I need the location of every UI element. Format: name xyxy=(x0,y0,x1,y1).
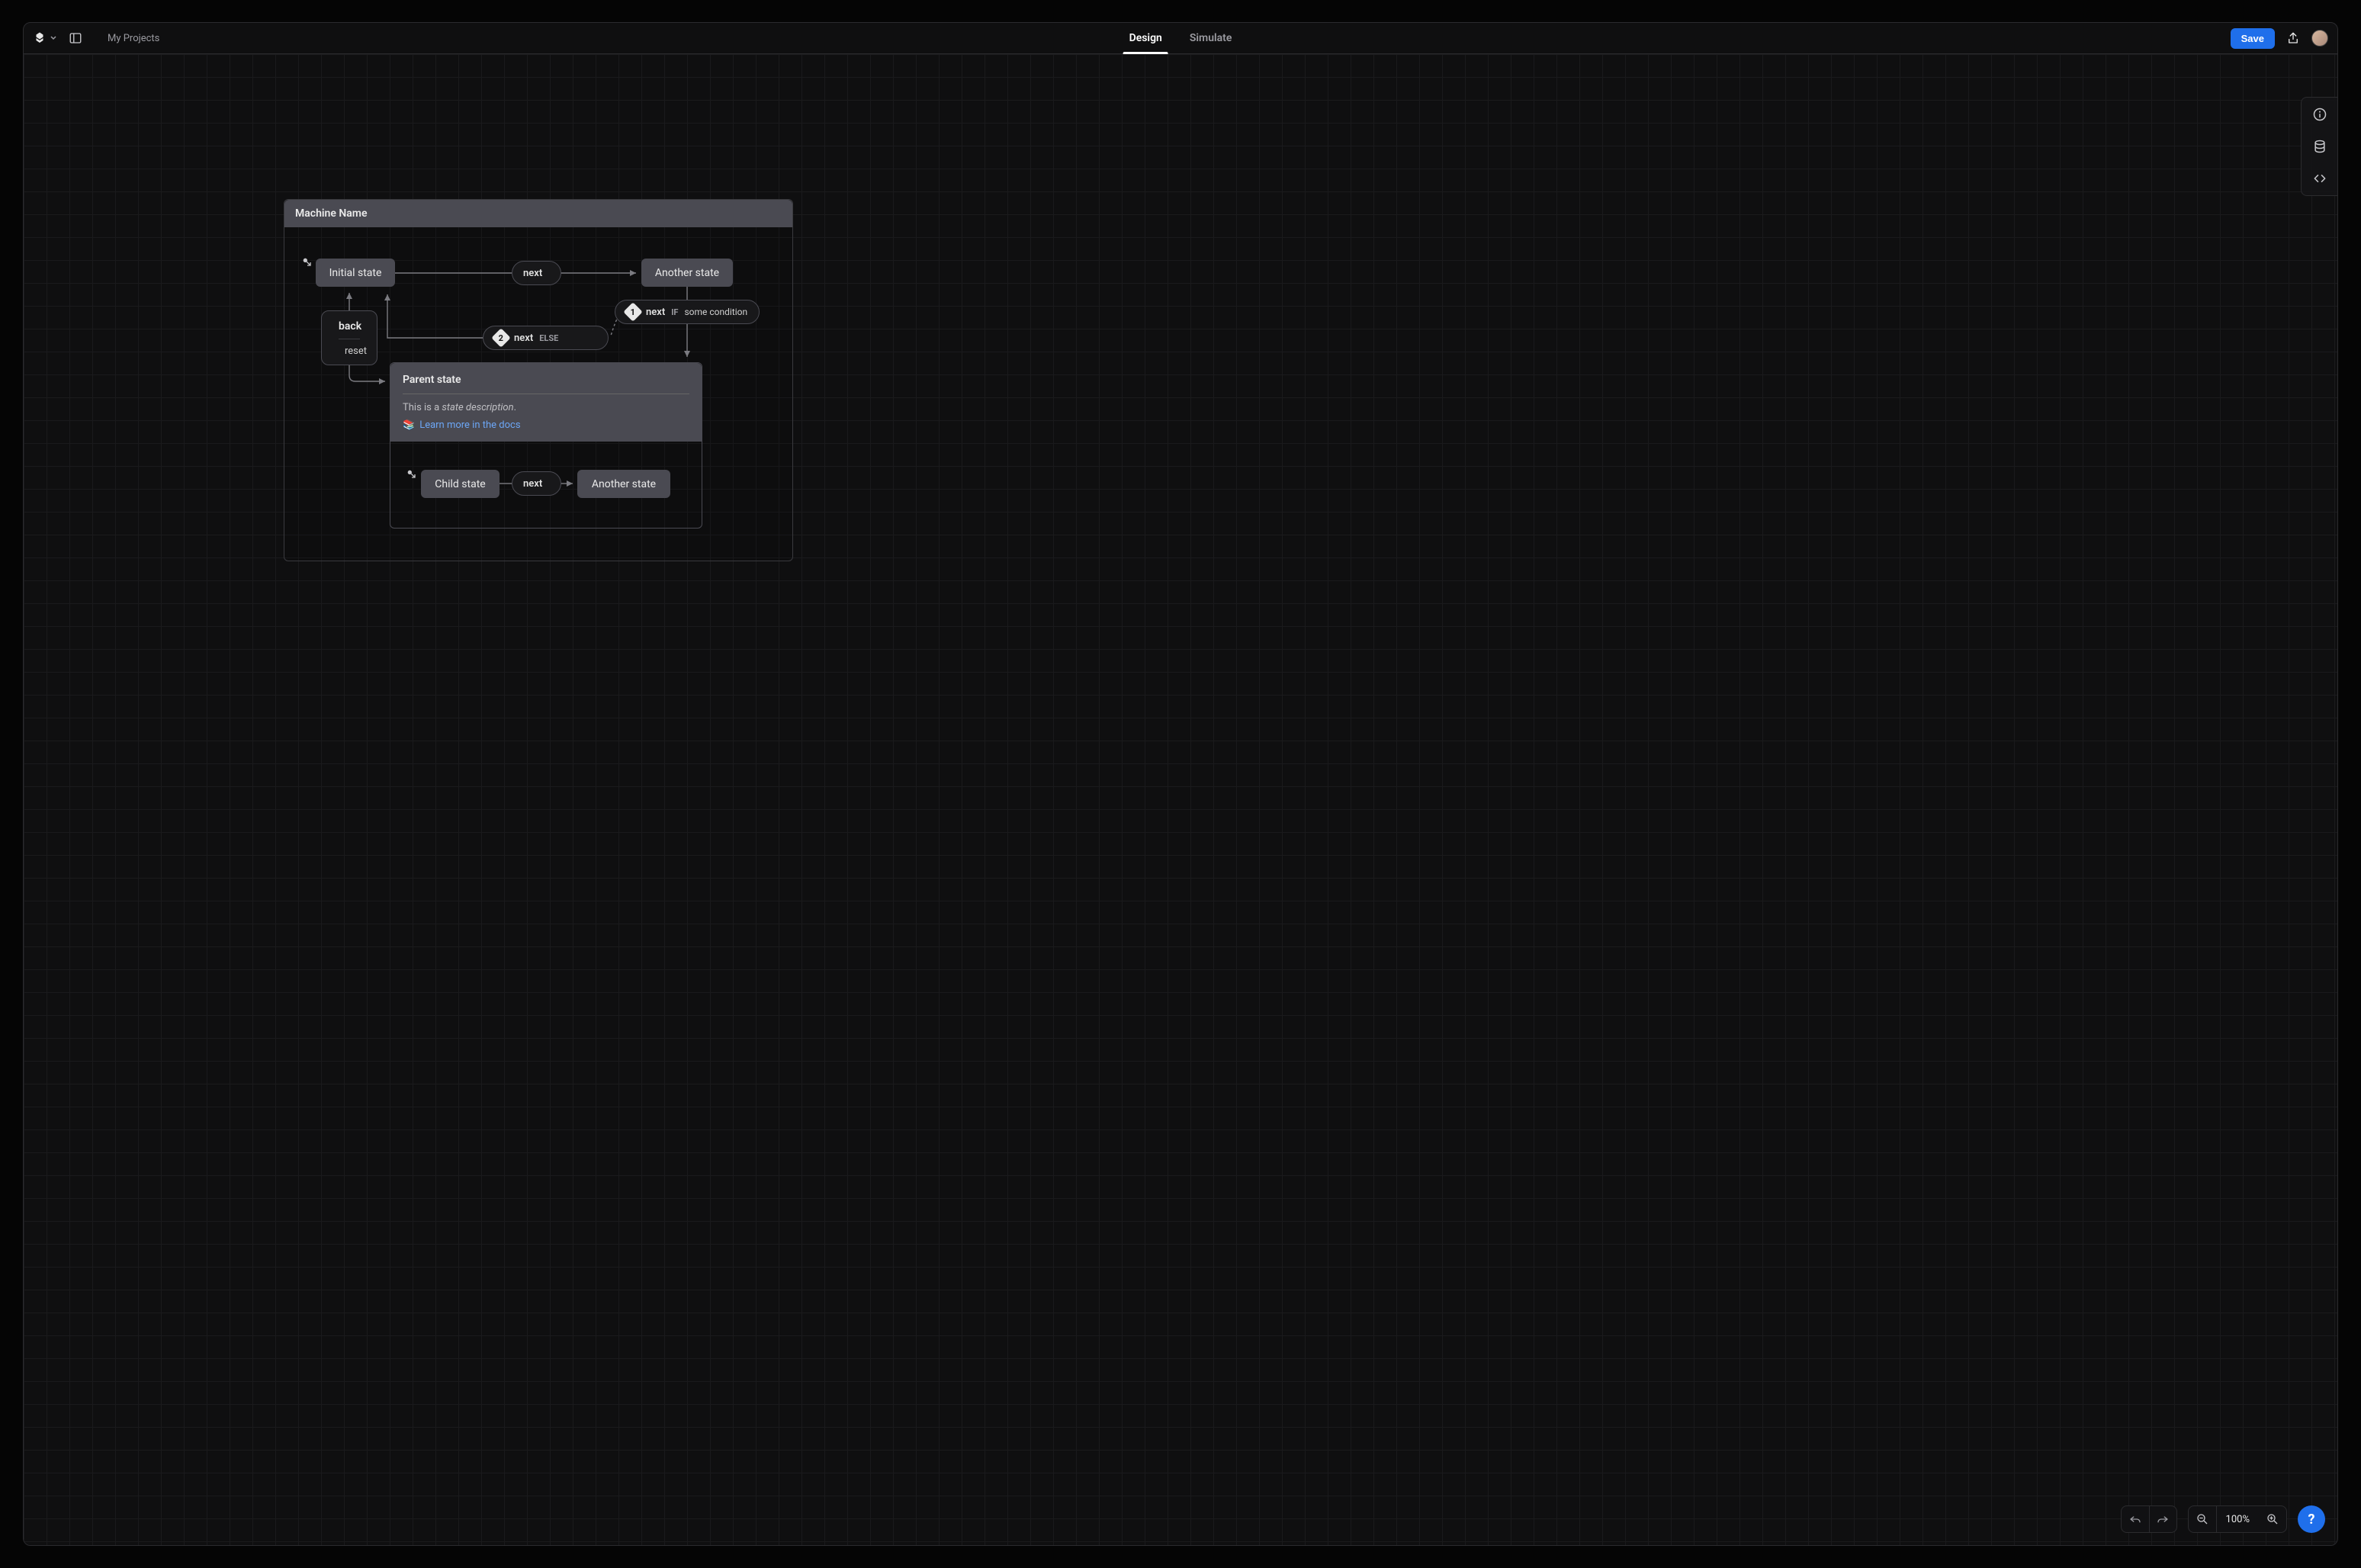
avatar[interactable] xyxy=(2311,30,2328,47)
info-icon xyxy=(2312,107,2327,122)
transition-label: next xyxy=(514,333,533,344)
save-button[interactable]: Save xyxy=(2231,28,2275,49)
state-node[interactable]: Child state xyxy=(421,470,500,498)
zoom-controls: 100% xyxy=(2188,1505,2287,1533)
question-icon: ? xyxy=(2308,1512,2315,1528)
code-icon xyxy=(2312,171,2327,186)
app-window: My Projects Design Simulate Save Machine… xyxy=(23,22,2338,1546)
parent-state-node[interactable]: Parent state This is a state description.… xyxy=(390,362,702,529)
transition-label: next xyxy=(523,268,542,279)
redo-icon xyxy=(2156,1512,2170,1526)
event-action: reset xyxy=(339,345,360,357)
database-icon xyxy=(2312,139,2327,154)
tab-simulate[interactable]: Simulate xyxy=(1176,23,1246,53)
tab-bar: Design Simulate xyxy=(1116,23,1246,53)
share-button[interactable] xyxy=(2282,27,2304,49)
chevron-down-icon xyxy=(50,34,57,42)
parent-state-title: Parent state xyxy=(403,374,689,394)
tool-rail xyxy=(2301,97,2337,196)
upload-icon xyxy=(2286,31,2300,45)
redo-button[interactable] xyxy=(2149,1506,2176,1532)
event-title: back xyxy=(339,320,360,339)
docs-link[interactable]: 📚Learn more in the docs xyxy=(403,419,521,431)
state-node[interactable]: Another state xyxy=(577,470,670,498)
transition-pill[interactable]: next xyxy=(512,261,561,285)
condition-keyword: ELSE xyxy=(539,333,558,343)
header: My Projects Design Simulate Save xyxy=(24,23,2337,54)
zoom-out-icon xyxy=(2196,1512,2209,1526)
code-button[interactable] xyxy=(2309,168,2330,189)
transition-pill[interactable]: 2 next ELSE xyxy=(483,326,609,350)
zoom-in-button[interactable] xyxy=(2259,1506,2286,1532)
zoom-level-label[interactable]: 100% xyxy=(2216,1506,2259,1532)
parent-state-header: Parent state This is a state description.… xyxy=(390,363,702,442)
context-button[interactable] xyxy=(2309,136,2330,157)
state-node[interactable]: Another state xyxy=(641,259,733,287)
undo-icon xyxy=(2128,1512,2142,1526)
tab-design[interactable]: Design xyxy=(1116,23,1176,53)
transition-label: next xyxy=(523,478,542,490)
breadcrumb[interactable]: My Projects xyxy=(108,33,159,44)
transition-pill[interactable]: next xyxy=(512,471,561,496)
bottom-controls: 100% ? xyxy=(2121,1505,2325,1533)
history-controls xyxy=(2121,1505,2177,1533)
panel-toggle-button[interactable] xyxy=(65,27,86,49)
logo-icon xyxy=(33,31,47,45)
initial-state-marker-icon xyxy=(301,256,313,272)
machine-title[interactable]: Machine Name xyxy=(284,200,792,227)
zoom-out-button[interactable] xyxy=(2189,1506,2216,1532)
transition-pill[interactable]: 1 next IF some condition xyxy=(615,300,760,324)
zoom-in-icon xyxy=(2266,1512,2279,1526)
transition-label: next xyxy=(646,307,665,318)
header-right: Save xyxy=(2231,27,2328,49)
help-button[interactable]: ? xyxy=(2298,1505,2325,1533)
undo-button[interactable] xyxy=(2122,1506,2149,1532)
priority-badge: 1 xyxy=(623,302,642,321)
parent-state-description: This is a state description. xyxy=(403,402,689,413)
canvas[interactable]: Machine Name Initial state Another state b… xyxy=(24,54,2337,1545)
logo[interactable] xyxy=(33,31,57,45)
info-button[interactable] xyxy=(2309,104,2330,125)
header-left: My Projects xyxy=(33,27,159,49)
state-node[interactable]: Initial state xyxy=(316,259,395,287)
event-node[interactable]: back reset xyxy=(321,310,377,365)
sidebar-icon xyxy=(69,31,82,45)
condition-text: some condition xyxy=(684,307,747,317)
condition-keyword: IF xyxy=(671,307,678,317)
priority-badge: 2 xyxy=(491,328,510,347)
books-icon: 📚 xyxy=(403,419,415,431)
